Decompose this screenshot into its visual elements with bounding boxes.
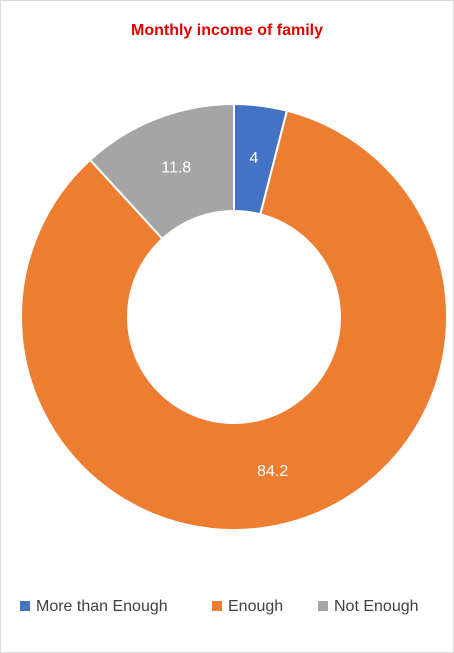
chart-title: Monthly income of family [131,22,323,39]
data-label: 11.8 [161,160,191,177]
legend-swatch [212,601,222,611]
donut-segment [20,109,448,531]
legend-label: Not Enough [334,598,419,615]
legend-label: Enough [228,598,283,615]
donut-segment [88,102,235,241]
legend-swatch [318,601,328,611]
data-label: 4 [250,150,259,167]
legend-label: More than Enough [36,598,168,615]
data-label: 84.2 [257,463,288,480]
legend-swatch [20,601,30,611]
